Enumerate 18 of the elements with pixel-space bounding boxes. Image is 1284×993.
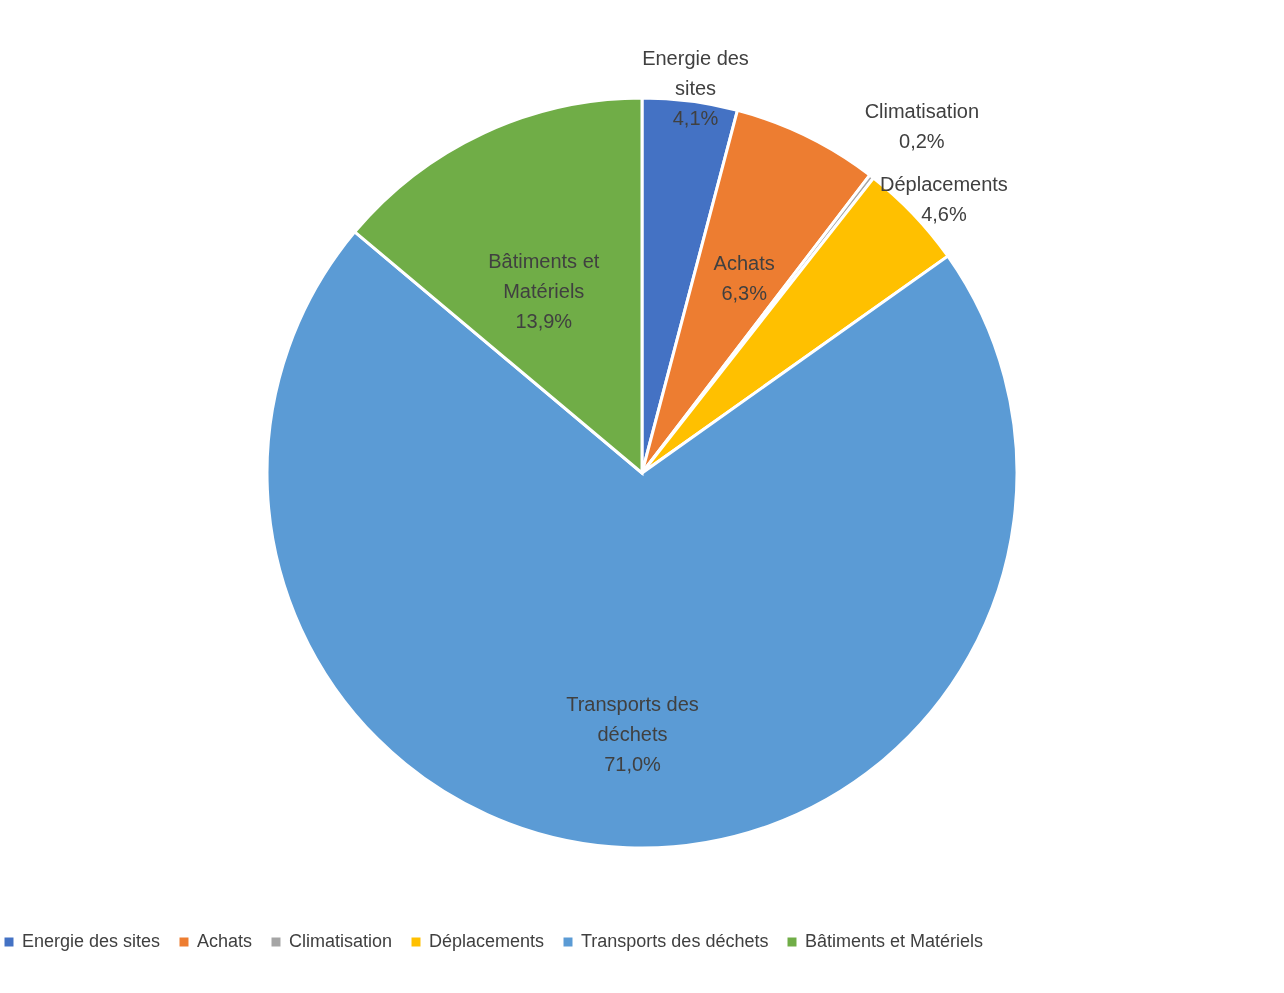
data-label: 13,9% (515, 310, 573, 333)
legend-label: Déplacements (429, 931, 545, 951)
legend-label: Energie des sites (22, 931, 161, 951)
slice-label: Achats (713, 252, 775, 275)
data-label: 71,0% (604, 753, 662, 776)
slice-label: Energie des sites (642, 47, 749, 100)
data-label: 4,1% (672, 107, 719, 130)
data-label: 6,3% (721, 282, 768, 305)
data-label: 0,2% (899, 129, 945, 152)
legend-label: Bâtiments et Matériels (805, 931, 984, 951)
legend-label: Achats (197, 931, 253, 951)
legend-label: Transports des déchets (581, 931, 769, 951)
legend-label: Climatisation (289, 931, 393, 951)
data-label: 4,6% (921, 203, 967, 226)
slice-label: Déplacements (880, 173, 1008, 196)
slice-label: Bâtiments et Matériels (488, 250, 600, 303)
slice-label: Transports des déchets (566, 693, 699, 746)
slice-label: Climatisation (864, 99, 980, 122)
